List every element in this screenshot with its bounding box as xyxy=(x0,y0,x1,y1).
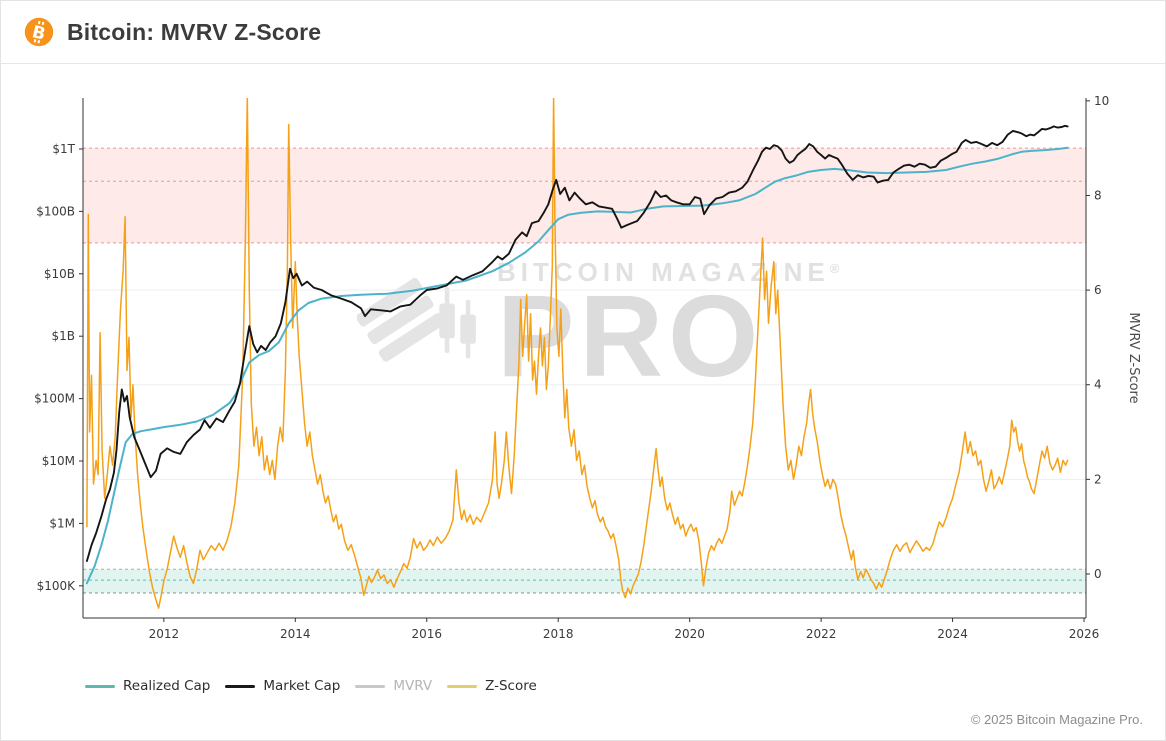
bitcoin-logo-icon: B xyxy=(24,17,54,47)
x-tick-label: 2024 xyxy=(937,627,968,641)
watermark-logo-icon xyxy=(357,277,476,362)
y-left-tick-label: $100K xyxy=(37,579,77,593)
zone-undervalued xyxy=(83,569,1086,593)
y-right-tick-label: 0 xyxy=(1094,567,1102,581)
series-z-score xyxy=(86,98,1069,609)
x-tick-label: 2018 xyxy=(543,627,574,641)
legend-swatch xyxy=(447,684,478,688)
y-right-tick-label: 8 xyxy=(1094,188,1102,202)
copyright-text: © 2025 Bitcoin Magazine Pro. xyxy=(970,712,1143,727)
series-realized-cap xyxy=(85,146,1069,585)
legend-item-mvrv[interactable]: MVRV xyxy=(355,678,432,694)
legend-item-realized-cap[interactable]: Realized Cap xyxy=(85,678,210,694)
bitcoin-logo-glyph: B xyxy=(30,22,47,44)
legend-label: Realized Cap xyxy=(123,678,211,694)
x-tick-label: 2012 xyxy=(149,627,180,641)
y-left-tick-label: $100B xyxy=(36,204,75,218)
y-left-tick-label: $10B xyxy=(44,267,75,281)
x-tick-label: 2016 xyxy=(411,627,442,641)
legend-item-z-score[interactable]: Z-Score xyxy=(447,678,537,694)
x-tick-label: 2022 xyxy=(806,627,837,641)
y-right-tick-label: 6 xyxy=(1094,283,1102,297)
page-header: B Bitcoin: MVRV Z-Score xyxy=(1,1,1165,64)
y-left-tick-label: $10M xyxy=(42,454,75,468)
legend-item-market-cap[interactable]: Market Cap xyxy=(225,678,340,694)
legend-swatch xyxy=(85,684,115,688)
y-right-tick-label: 10 xyxy=(1094,94,1109,108)
y-right-axis-title: MVRV Z-Score xyxy=(1126,312,1141,403)
legend-label: MVRV xyxy=(393,678,433,694)
legend-swatch xyxy=(355,684,386,688)
watermark: BITCOIN MAGAZINE® PRO xyxy=(357,257,839,394)
x-tick-label: 2026 xyxy=(1069,627,1100,641)
y-left-tick-label: $100M xyxy=(34,392,75,406)
chart-legend: Realized Cap Market Cap MVRV Z-Score xyxy=(85,678,537,694)
y-left-tick-label: $1M xyxy=(49,516,75,530)
zone-overvalued xyxy=(83,148,1086,243)
legend-swatch xyxy=(225,684,256,688)
y-right-tick-label: 2 xyxy=(1094,472,1102,486)
x-tick-label: 2014 xyxy=(280,627,311,641)
legend-label: Z-Score xyxy=(485,678,537,694)
y-left-tick-label: $1T xyxy=(52,142,75,156)
legend-label: Market Cap xyxy=(263,678,341,694)
page-title: Bitcoin: MVRV Z-Score xyxy=(67,18,322,45)
y-left-tick-label: $1B xyxy=(51,329,75,343)
y-right-tick-label: 4 xyxy=(1094,378,1102,392)
x-tick-label: 2020 xyxy=(674,627,705,641)
series-market-cap xyxy=(85,124,1069,562)
